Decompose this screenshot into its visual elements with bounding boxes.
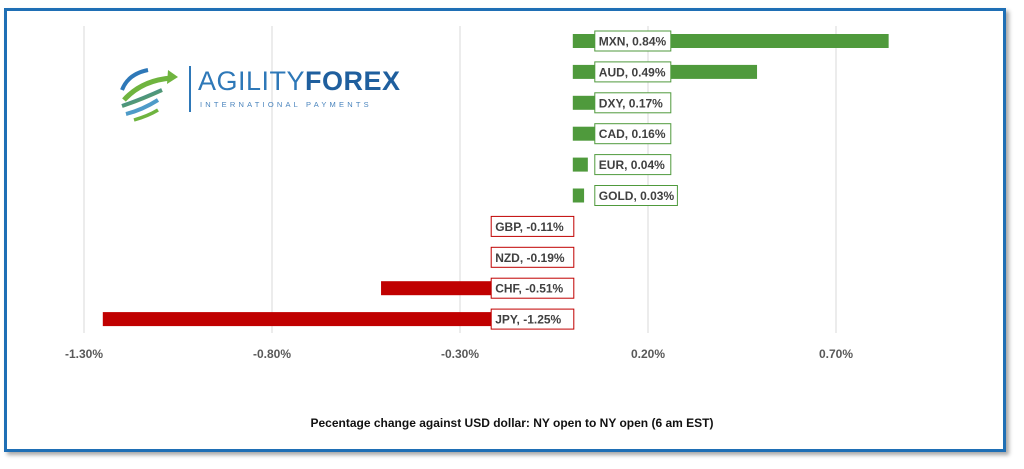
data-label-box	[490, 277, 575, 299]
data-label: JPY, -1.25%	[495, 313, 561, 327]
data-label: GBP, -0.11%	[495, 220, 564, 234]
bar	[572, 188, 585, 203]
bar	[572, 157, 588, 172]
data-label: NZD, -0.19%	[495, 251, 565, 265]
bar	[102, 312, 573, 327]
x-tick-label: -0.80%	[253, 347, 291, 361]
globe-icon	[120, 68, 178, 122]
data-label: EUR, 0.04%	[599, 158, 665, 172]
data-label-box	[490, 308, 575, 330]
x-axis-label: Pecentage change against USD dollar: NY …	[310, 416, 714, 430]
data-label-box	[594, 154, 672, 176]
x-tick-label: 0.20%	[631, 347, 665, 361]
data-label: CAD, 0.16%	[599, 127, 666, 141]
data-label: AUD, 0.49%	[599, 65, 666, 79]
data-label: MXN, 0.84%	[599, 35, 667, 49]
data-label-box	[594, 123, 672, 145]
data-label: DXY, 0.17%	[599, 96, 663, 110]
agilityforex-logo: AGILITYFOREX INTERNATIONAL PAYMENTS	[118, 60, 400, 124]
x-tick-label: -0.30%	[441, 347, 479, 361]
logo-tagline: INTERNATIONAL PAYMENTS	[200, 100, 372, 109]
data-label-box	[594, 30, 672, 52]
data-label-box	[594, 92, 672, 114]
logo-divider	[189, 66, 191, 112]
data-label-box	[594, 185, 678, 206]
data-label: CHF, -0.51%	[495, 282, 563, 296]
data-label-box	[490, 215, 575, 237]
data-label-box	[594, 61, 672, 83]
logo-name-part1: AGILITY	[198, 66, 306, 96]
x-tick-label: 0.70%	[819, 347, 853, 361]
data-label: GOLD, 0.03%	[599, 189, 675, 203]
logo-name-part2: FOREX	[305, 66, 401, 96]
x-tick-label: -1.30%	[65, 347, 103, 361]
data-label-box	[490, 246, 575, 268]
logo-name: AGILITYFOREX	[198, 66, 401, 97]
